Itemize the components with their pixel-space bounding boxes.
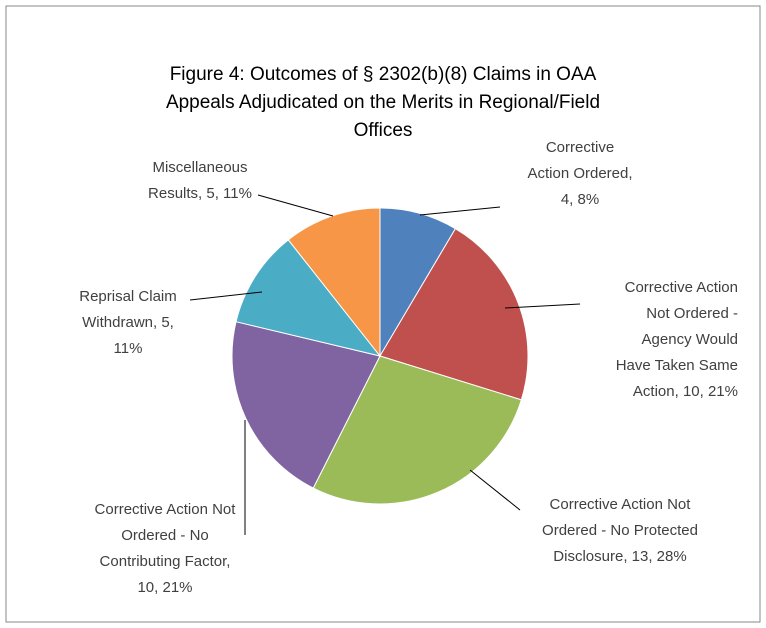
data-label: Corrective Action Not: [95, 501, 237, 518]
pie-slice: [379, 227, 529, 401]
data-label: Corrective Action: [625, 279, 738, 296]
chart-title: Appeals Adjudicated on the Merits in Reg…: [166, 92, 600, 113]
data-label: Corrective Action Not: [550, 496, 692, 513]
pie-slice: [231, 321, 381, 489]
data-label: 4, 8%: [561, 191, 599, 208]
data-label: Results, 5, 11%: [148, 185, 252, 202]
data-label: 11%: [114, 340, 143, 357]
leader-line: [469, 469, 521, 511]
leader-line: [419, 206, 501, 216]
data-label: Agency Would: [642, 331, 738, 348]
pie-slice: [287, 207, 381, 358]
chart-title: Offices: [354, 120, 413, 141]
data-label: Ordered - No: [121, 527, 209, 544]
data-label: Contributing Factor,: [100, 553, 231, 570]
data-label: Disclosure, 13, 28%: [553, 548, 686, 565]
data-label: Ordered - No Protected: [542, 522, 698, 539]
data-label: Action, 10, 21%: [633, 383, 738, 400]
leader-line: [504, 303, 581, 309]
data-label: Action Ordered,: [527, 165, 632, 182]
data-label: Withdrawn, 5,: [82, 314, 174, 331]
pie-slice: [235, 239, 382, 357]
data-label: Corrective: [546, 139, 614, 156]
data-label: Not Ordered -: [646, 305, 738, 322]
pie-slice: [312, 355, 522, 505]
chart-title: Figure 4: Outcomes of § 2302(b)(8) Claim…: [170, 64, 597, 85]
data-label: Have Taken Same: [616, 357, 738, 374]
leader-line: [257, 194, 334, 217]
data-label: Miscellaneous: [152, 159, 247, 176]
leader-line: [189, 291, 263, 301]
data-label: 10, 21%: [137, 579, 192, 596]
data-label: Reprisal Claim: [79, 288, 177, 305]
